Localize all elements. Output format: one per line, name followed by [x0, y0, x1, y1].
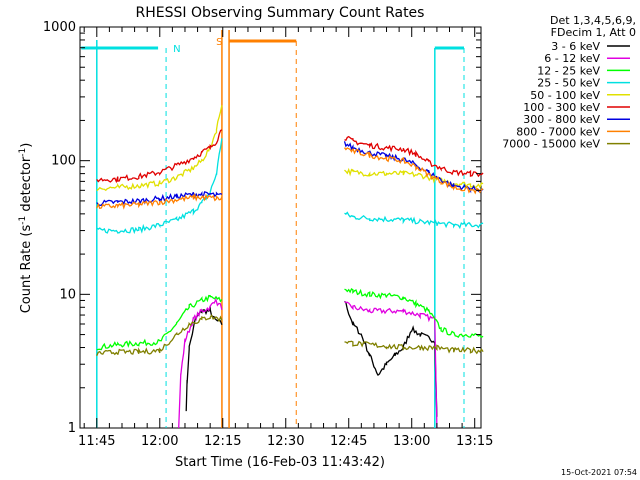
chart-title: RHESSI Observing Summary Count Rates — [136, 5, 425, 21]
legend-label: 3 - 6 keV — [551, 40, 600, 53]
y-tick-label: 1 — [68, 421, 76, 436]
saa-label: S — [216, 37, 222, 48]
night-label: N — [173, 44, 180, 55]
legend-header: Det 1,3,4,5,6,9, — [550, 14, 636, 27]
series-line — [178, 297, 223, 429]
ylabel-mid: detector — [19, 156, 34, 216]
legend-label: 50 - 100 keV — [530, 89, 600, 102]
ylabel-main: Count Rate (s — [19, 225, 34, 314]
x-tick-label: 12:15 — [204, 434, 241, 449]
series-line — [96, 138, 223, 235]
footer-timestamp: 15-Oct-2021 07:54 — [561, 468, 637, 477]
x-tick-label: 11:45 — [78, 434, 115, 449]
legend: Det 1,3,4,5,6,9,FDecim 1, Att 03 - 6 keV… — [502, 14, 636, 151]
legend-label: 12 - 25 keV — [537, 64, 600, 77]
legend-header: FDecim 1, Att 0 — [551, 26, 636, 39]
series-line — [344, 300, 438, 417]
x-axis-label: Start Time (16-Feb-03 11:43:42) — [175, 455, 385, 470]
legend-label: 6 - 12 keV — [544, 52, 600, 65]
series-line — [96, 294, 223, 351]
legend-label: 7000 - 15000 keV — [502, 138, 600, 151]
series-layer — [96, 105, 484, 429]
legend-label: 25 - 50 keV — [537, 77, 600, 90]
series-line — [344, 301, 438, 429]
series-line — [96, 105, 223, 192]
y-tick-label: 100 — [51, 154, 76, 169]
series-line — [96, 313, 223, 357]
x-tick-label: 13:15 — [456, 434, 493, 449]
y-axis-label: Count Rate (s-1 detector-1) — [18, 143, 34, 314]
series-line — [96, 192, 223, 210]
series-line — [96, 129, 223, 184]
y-tick-label: 1000 — [43, 20, 76, 35]
annotations-layer: NS — [81, 30, 465, 428]
legend-label: 100 - 300 keV — [523, 101, 600, 114]
legend-label: 300 - 800 keV — [523, 113, 600, 126]
x-tick-label: 12:30 — [267, 434, 304, 449]
x-tick-label: 12:45 — [330, 434, 367, 449]
legend-label: 800 - 7000 keV — [516, 125, 600, 138]
series-line — [344, 340, 484, 355]
x-tick-label: 12:00 — [141, 434, 178, 449]
x-tick-label: 13:00 — [393, 434, 430, 449]
series-line — [344, 211, 484, 230]
ylabel-sup2: -1 — [18, 148, 28, 157]
series-line — [344, 167, 484, 189]
series-line — [343, 147, 484, 195]
x-axis: 11:45 12:00 12:15 12:30 12:45 13:00 13:15 — [78, 27, 493, 449]
ylabel-end: ) — [19, 143, 34, 148]
y-tick-label: 10 — [59, 287, 76, 302]
svg-text:Count Rate (s-1 detector-1): Count Rate (s-1 detector-1) — [18, 143, 34, 314]
series-line — [344, 135, 484, 178]
y-axis: 1000 100 10 1 — [43, 20, 481, 436]
ylabel-sup1: -1 — [18, 216, 28, 225]
series-line — [344, 287, 484, 339]
